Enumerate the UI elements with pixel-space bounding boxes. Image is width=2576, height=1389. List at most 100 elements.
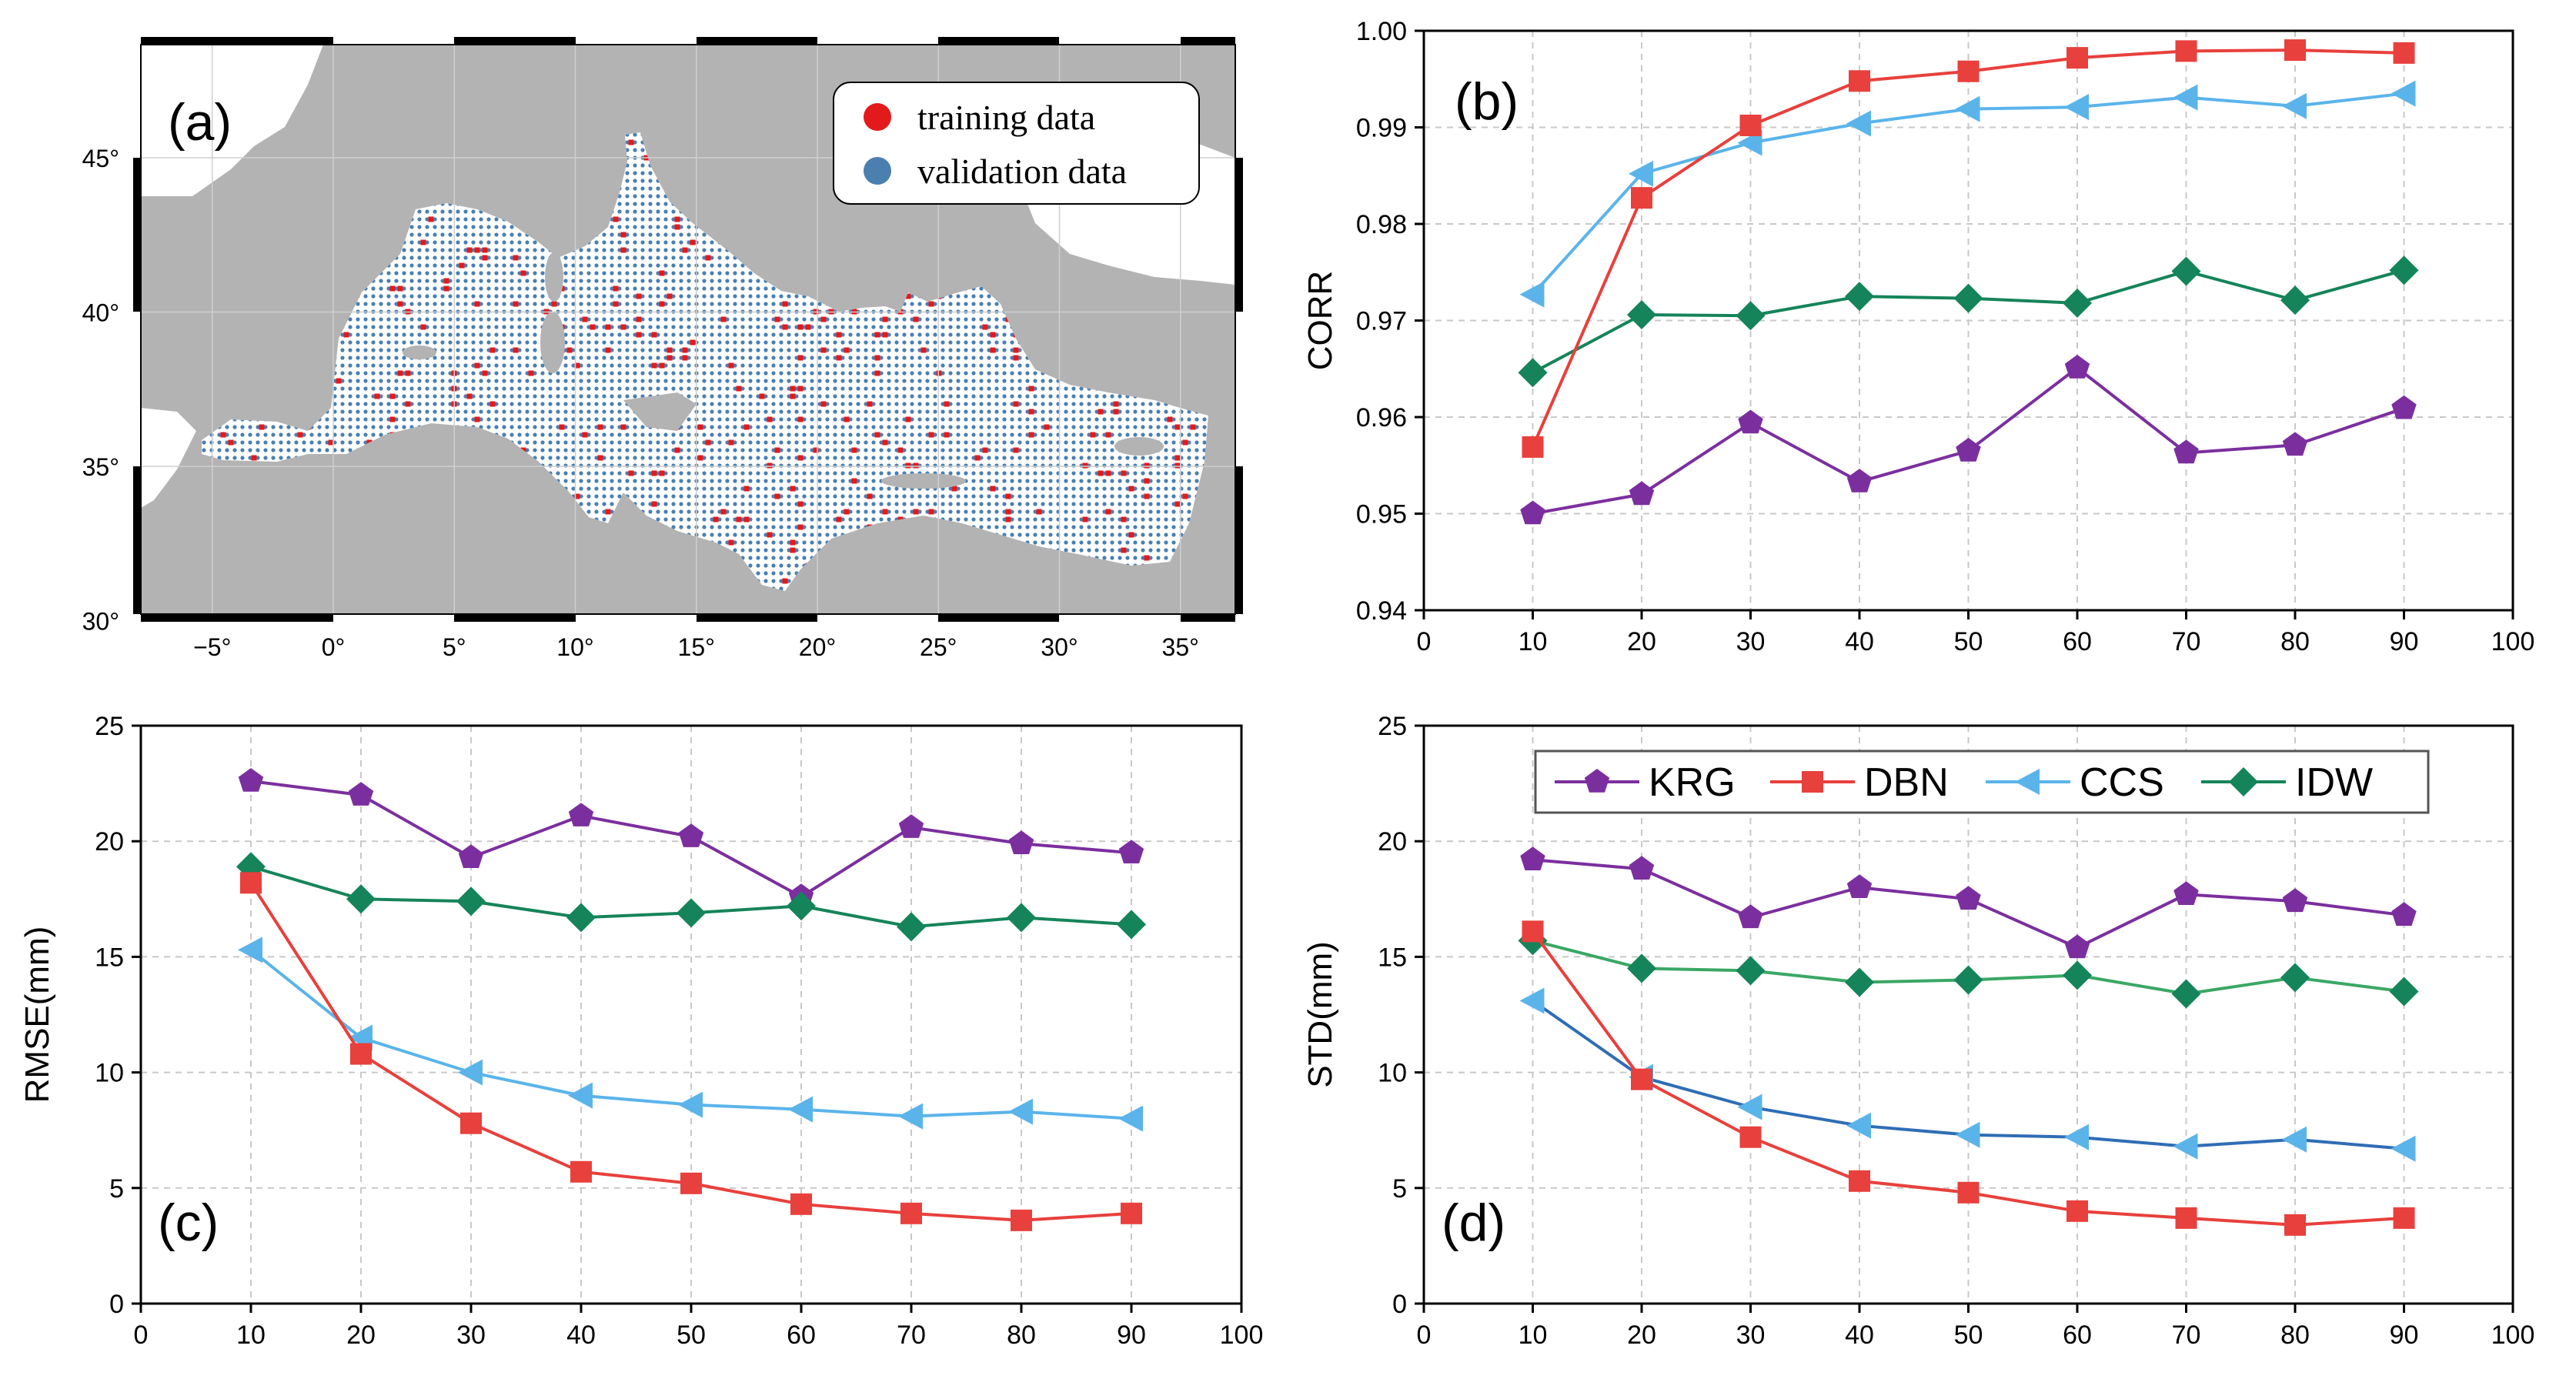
training-point bbox=[844, 416, 850, 422]
training-point bbox=[474, 362, 480, 369]
training-point bbox=[459, 262, 465, 269]
training-point bbox=[528, 370, 534, 376]
legend-label-idw: IDW bbox=[2295, 760, 2373, 805]
island-crete bbox=[881, 473, 966, 489]
data-point-dbn bbox=[1957, 60, 1980, 82]
training-point bbox=[928, 509, 934, 515]
training-point bbox=[1121, 547, 1127, 553]
training-point bbox=[1105, 432, 1111, 438]
data-point-dbn bbox=[1522, 920, 1544, 943]
data-point-ccs bbox=[2282, 92, 2307, 119]
training-point bbox=[759, 393, 765, 399]
x-tick-label: 50 bbox=[1954, 1321, 1983, 1350]
y-tick-label: 5 bbox=[1392, 1174, 1407, 1204]
legend-marker-idw bbox=[2229, 767, 2258, 796]
map-ticks: −5° 0° 5° 10° 15° 20° 25° 30° 35° 45° 40° 35° 30° bbox=[82, 145, 1199, 661]
training-point bbox=[897, 516, 904, 523]
data-point-ccs bbox=[898, 1103, 923, 1130]
x-tick-label: 90 bbox=[2390, 627, 2419, 656]
data-point-ccs bbox=[1846, 1112, 1871, 1139]
training-point bbox=[844, 347, 850, 353]
data-point-dbn bbox=[680, 1172, 702, 1194]
training-point bbox=[1082, 462, 1088, 469]
training-point bbox=[582, 432, 588, 438]
training-point bbox=[405, 401, 411, 407]
training-point bbox=[720, 509, 727, 515]
training-point bbox=[466, 247, 473, 253]
training-point bbox=[551, 301, 557, 307]
training-point bbox=[905, 416, 911, 422]
training-point bbox=[813, 447, 819, 453]
y-tick-label: 0 bbox=[1392, 1290, 1407, 1319]
training-point bbox=[874, 332, 880, 338]
data-point-krg bbox=[1520, 846, 1545, 870]
training-point bbox=[743, 424, 750, 430]
training-point bbox=[397, 370, 403, 376]
map-border-segment bbox=[133, 158, 141, 312]
data-point-ccs bbox=[1519, 281, 1545, 308]
data-point-idw bbox=[2171, 256, 2201, 286]
y-tick-label: 0.94 bbox=[1356, 596, 1407, 626]
map-lon-tick: 25° bbox=[920, 633, 957, 661]
map-lat-tick: 45° bbox=[82, 145, 119, 172]
training-point bbox=[328, 439, 334, 446]
island-cyprus bbox=[1114, 437, 1164, 456]
data-point-dbn bbox=[2284, 1214, 2306, 1236]
data-point-dbn bbox=[1739, 1126, 1762, 1148]
training-point bbox=[1028, 432, 1034, 438]
training-point bbox=[705, 255, 711, 261]
training-point bbox=[1082, 516, 1088, 523]
data-point-idw bbox=[2280, 963, 2310, 993]
y-tick-label: 5 bbox=[109, 1174, 124, 1204]
training-point bbox=[251, 455, 257, 461]
data-point-krg bbox=[1629, 856, 1655, 880]
training-point bbox=[944, 432, 950, 438]
training-point bbox=[897, 447, 904, 453]
x-tick-label: 70 bbox=[2172, 1321, 2201, 1350]
map-border-segment bbox=[697, 614, 817, 622]
training-point bbox=[613, 216, 619, 222]
x-tick-label: 80 bbox=[1007, 1321, 1036, 1350]
training-point bbox=[805, 324, 811, 330]
y-tick-label: 0 bbox=[109, 1290, 124, 1319]
x-tick-label: 50 bbox=[677, 1321, 706, 1350]
training-point bbox=[1144, 555, 1150, 561]
data-point-idw bbox=[787, 891, 816, 921]
data-point-krg bbox=[1118, 840, 1144, 863]
data-point-dbn bbox=[1849, 1170, 1870, 1192]
training-point bbox=[389, 285, 396, 292]
data-point-krg bbox=[348, 782, 374, 806]
data-point-krg bbox=[1846, 469, 1873, 492]
training-point bbox=[782, 324, 788, 330]
y-tick-label: 25 bbox=[1378, 712, 1407, 741]
x-tick-label: 10 bbox=[1519, 1321, 1548, 1350]
training-point bbox=[682, 347, 688, 353]
data-point-krg bbox=[568, 803, 594, 826]
y-tick-label: 15 bbox=[95, 943, 124, 972]
x-tick-label: 40 bbox=[566, 1321, 596, 1350]
training-point bbox=[874, 432, 880, 438]
training-point bbox=[366, 439, 373, 446]
map-lon-tick: 0° bbox=[322, 633, 346, 661]
y-axis-title: STD(mm) bbox=[1301, 941, 1339, 1088]
training-point bbox=[782, 578, 788, 584]
y-tick-label: 20 bbox=[1378, 827, 1407, 856]
data-point-ccs bbox=[1118, 1105, 1143, 1132]
training-point bbox=[1005, 509, 1011, 515]
y-tick-label: 10 bbox=[1378, 1059, 1407, 1088]
training-point bbox=[743, 486, 750, 492]
x-tick-label: 40 bbox=[1845, 1321, 1874, 1350]
training-point bbox=[913, 316, 919, 322]
training-point bbox=[513, 301, 519, 307]
data-point-idw bbox=[456, 886, 486, 917]
training-point bbox=[1174, 424, 1181, 430]
training-point bbox=[905, 462, 911, 469]
training-point bbox=[1113, 401, 1119, 407]
x-tick-label: 50 bbox=[1954, 627, 1983, 656]
map-border-segment bbox=[141, 614, 333, 622]
data-point-idw bbox=[1007, 903, 1036, 933]
data-point-krg bbox=[458, 844, 484, 868]
training-point bbox=[374, 393, 380, 399]
map-border-segment bbox=[938, 37, 1059, 45]
training-point bbox=[736, 516, 742, 523]
